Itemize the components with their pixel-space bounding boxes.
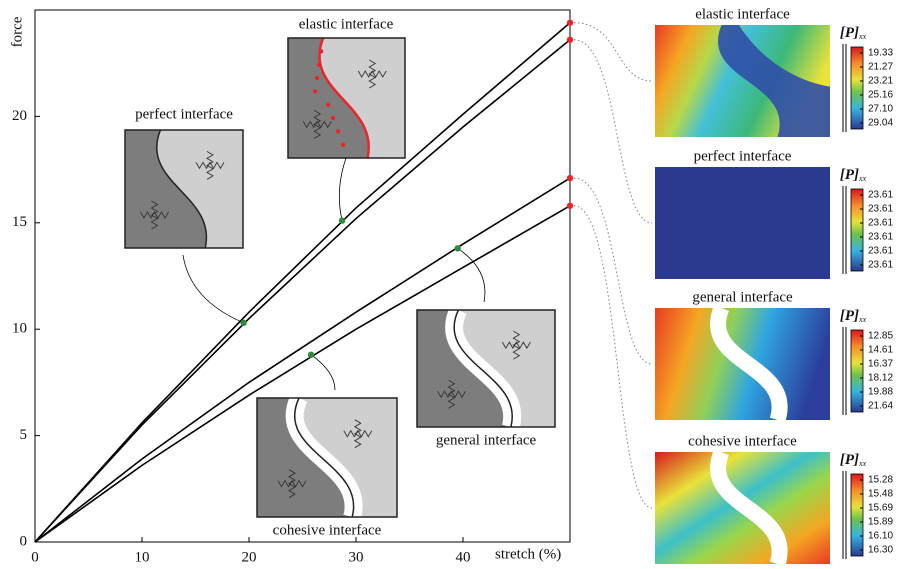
colorbar-tick-label: 21.27 <box>868 62 893 73</box>
colorbar-tick-label: 23.61 <box>868 190 893 201</box>
annotation-label: general interface <box>436 432 537 448</box>
colorbar <box>851 330 863 412</box>
colorbar-tick-label: 29.04 <box>868 118 893 129</box>
inset <box>257 398 397 517</box>
annotation-label: cohesive interface <box>273 522 382 538</box>
colorbar-tick-label: 23.61 <box>868 260 893 271</box>
inset <box>288 38 405 158</box>
connector <box>574 40 652 223</box>
callout <box>339 158 346 221</box>
colorbar <box>851 474 863 556</box>
colorbar-symbol: [P] <box>840 308 859 324</box>
colorbar <box>851 47 863 129</box>
inset-dot <box>331 116 335 120</box>
x-tick-label: 40 <box>456 549 471 565</box>
colorbar-symbol: [P] <box>840 25 859 41</box>
colorbar-tick-label: 15.28 <box>868 475 893 486</box>
callout <box>311 355 335 390</box>
inset-dot <box>341 142 345 146</box>
colorbar-subscript: xx <box>858 174 867 183</box>
x-tick-label: 0 <box>31 549 39 565</box>
end-marker <box>567 37 573 43</box>
colorbar-tick-label: 23.21 <box>868 76 893 87</box>
colorbar-tick-label: 12.85 <box>868 331 893 342</box>
inset-dot <box>319 49 323 53</box>
callout <box>183 255 244 323</box>
colorbar-tick-label: 27.10 <box>868 104 893 115</box>
heatmap <box>655 308 830 420</box>
colorbar-subscript: xx <box>858 315 867 324</box>
x-tick-label: 10 <box>135 549 150 565</box>
annotation-label: perfect interface <box>135 106 233 122</box>
colorbar-symbol: [P] <box>840 452 859 468</box>
colorbar-label: [P]xx <box>840 167 867 183</box>
colorbar-tick-label: 19.88 <box>868 387 893 398</box>
inset <box>125 130 243 248</box>
heatmap <box>655 452 830 564</box>
end-marker <box>567 20 573 26</box>
y-tick-label: 10 <box>12 321 27 337</box>
colorbar-tick-label: 19.33 <box>868 48 893 59</box>
colorbar-tick-label: 16.37 <box>868 359 893 370</box>
inset-dot <box>326 102 330 106</box>
connector <box>574 23 652 81</box>
panel-title: elastic interface <box>695 6 790 22</box>
colorbar-tick-label: 15.48 <box>868 489 893 500</box>
panel-title: cohesive interface <box>688 433 797 449</box>
y-tick-label: 20 <box>12 108 27 124</box>
colorbar-label: [P]xx <box>840 452 867 468</box>
colorbar-tick-label: 16.30 <box>868 545 893 556</box>
x-tick-label: 20 <box>242 549 257 565</box>
inset-dot <box>317 62 321 66</box>
colorbar-tick-label: 14.61 <box>868 345 893 356</box>
annotation-label: elastic interface <box>299 16 394 32</box>
colorbar-tick-label: 15.89 <box>868 517 893 528</box>
colorbar-tick-label: 25.16 <box>868 90 893 101</box>
colorbar-label: [P]xx <box>840 25 867 41</box>
heatmap <box>655 167 830 279</box>
inset-dot <box>315 76 319 80</box>
annotation-point <box>454 245 460 251</box>
colorbar-tick-label: 23.61 <box>868 218 893 229</box>
x-axis-label: stretch (%) <box>495 546 561 562</box>
colorbar-tick-label: 21.64 <box>868 401 893 412</box>
colorbar-tick-label: 18.12 <box>868 373 893 384</box>
annotation-point <box>308 352 314 358</box>
x-tick-label: 30 <box>349 549 364 565</box>
colorbar-subscript: xx <box>858 32 867 41</box>
inset-dot <box>336 129 340 133</box>
annotation-point <box>339 217 345 223</box>
inset <box>417 310 555 427</box>
y-tick-label: 0 <box>20 533 28 549</box>
annotation-point <box>240 320 246 326</box>
y-axis-label: force <box>9 16 25 47</box>
end-marker <box>567 203 573 209</box>
y-tick-label: 15 <box>12 214 27 230</box>
figure: force stretch (%) 0 5 10 15 20 0 10 20 30 40 elast… <box>0 0 898 569</box>
panel-title: perfect interface <box>694 148 792 164</box>
connector <box>574 178 652 364</box>
colorbar-tick-label: 16.10 <box>868 531 893 542</box>
y-tick-label: 5 <box>20 427 28 443</box>
colorbar-tick-label: 23.61 <box>868 204 893 215</box>
inset-dot <box>313 89 317 93</box>
heatmap-field <box>655 167 830 279</box>
colorbar-symbol: [P] <box>840 167 859 183</box>
colorbar-tick-label: 23.61 <box>868 246 893 257</box>
heatmap <box>655 25 830 137</box>
colorbar-tick-label: 15.69 <box>868 503 893 514</box>
end-marker <box>567 175 573 181</box>
colorbar-label: [P]xx <box>840 308 867 324</box>
colorbar <box>851 189 863 271</box>
panel-title: general interface <box>692 289 793 305</box>
colorbar-subscript: xx <box>858 459 867 468</box>
colorbar-tick-label: 23.61 <box>868 232 893 243</box>
